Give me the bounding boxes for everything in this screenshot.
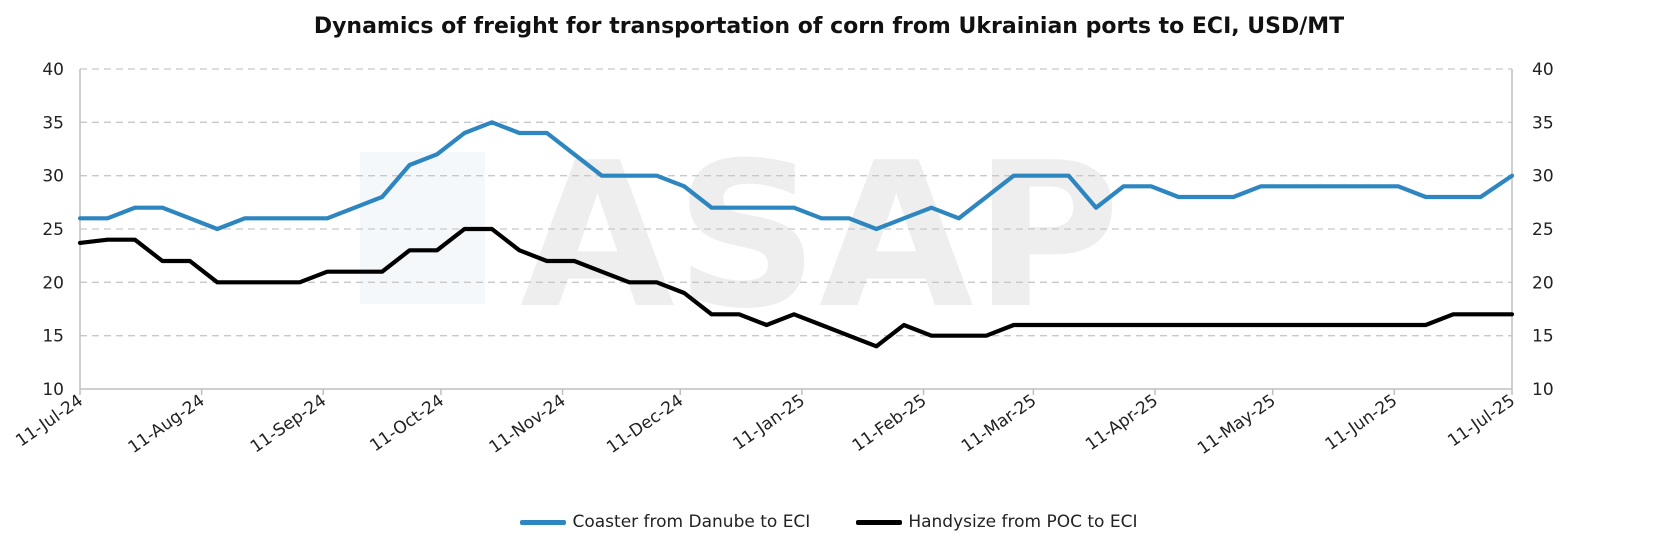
y-tick-label: 40 — [42, 60, 64, 80]
legend-label: Coaster from Danube to ECI — [572, 512, 811, 532]
grid-layer — [80, 68, 1512, 337]
x-tick-label: 11-Jan-25 — [730, 391, 809, 455]
y2-tick-label: 15 — [1532, 327, 1554, 347]
y2-tick-label: 40 — [1532, 60, 1554, 80]
y-tick-label: 20 — [42, 273, 64, 293]
x-tick-label: 11-Dec-24 — [603, 391, 687, 458]
y-tick-label: 35 — [42, 113, 64, 133]
legend-swatch — [856, 519, 903, 525]
x-tick-label: 11-Feb-25 — [849, 391, 931, 457]
y2-tick-label: 30 — [1532, 167, 1554, 187]
y-tick-label: 25 — [42, 220, 64, 240]
legend-item-2: Handysize from POC to ECI — [856, 512, 1138, 532]
x-tick-label: 11-Mar-25 — [958, 391, 1040, 457]
axis-layer — [79, 69, 1513, 395]
y2-tick-label: 35 — [1532, 113, 1554, 133]
legend-swatch — [520, 519, 567, 525]
x-tick-label: 11-May-25 — [1194, 391, 1280, 459]
x-tick-label: 11-Nov-24 — [486, 391, 570, 458]
chart-title: Dynamics of freight for transportation o… — [313, 14, 1345, 39]
series-line-1 — [77, 120, 1515, 232]
x-tick-label: 11-Jul-25 — [1444, 391, 1519, 452]
legend-item-1: Coaster from Danube to ECI — [520, 512, 810, 532]
x-tick-label: 11-Oct-24 — [366, 391, 447, 456]
legend-label: Handysize from POC to ECI — [908, 512, 1138, 532]
watermark-logo-text: ASAP — [520, 120, 1120, 353]
legend: Coaster from Danube to ECI Handysize from… — [0, 512, 1658, 532]
series-layer — [77, 120, 1515, 349]
x-tick-label: 11-Aug-24 — [125, 391, 209, 458]
y-tick-label: 15 — [42, 327, 64, 347]
y-tick-label: 10 — [42, 380, 64, 400]
y-tick-label: 30 — [42, 167, 64, 187]
y2-tick-label: 10 — [1532, 380, 1554, 400]
series-line-2 — [77, 226, 1515, 349]
x-tick-label: 11-Sep-24 — [247, 391, 330, 458]
y2-tick-label: 25 — [1532, 220, 1554, 240]
x-tick-label: 11-Jun-25 — [1322, 391, 1401, 455]
y2-tick-label: 20 — [1532, 273, 1554, 293]
watermark-layer: ASAP — [360, 120, 1120, 353]
x-tick-label: 11-Apr-25 — [1082, 391, 1162, 455]
